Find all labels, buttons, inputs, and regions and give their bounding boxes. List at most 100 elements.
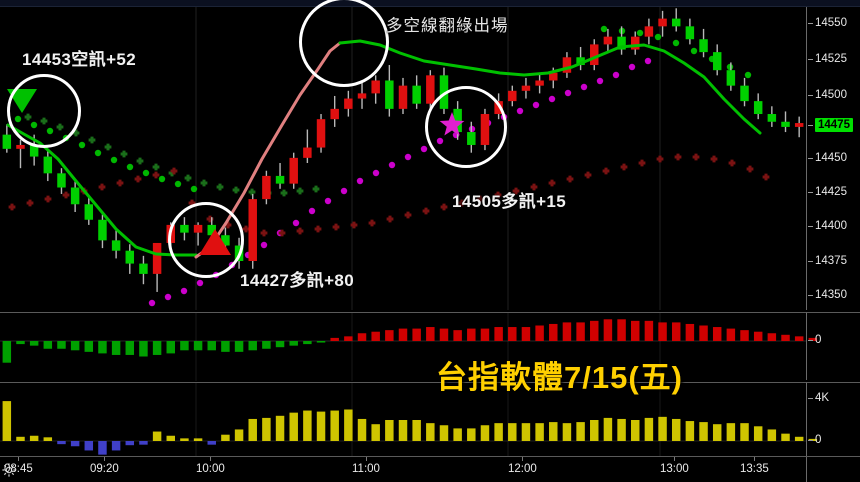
candle xyxy=(371,80,380,94)
time-tick-mark xyxy=(18,457,19,461)
circle-long-entry xyxy=(168,202,244,278)
volume-bar xyxy=(139,441,148,445)
macd-bar xyxy=(234,341,244,352)
volume-bar xyxy=(535,423,544,441)
macd-bar xyxy=(84,341,94,352)
time-tick-mark xyxy=(104,457,105,461)
macd-bar xyxy=(644,320,654,341)
volume-bar xyxy=(385,420,394,441)
macd-bar xyxy=(535,325,544,341)
macd-axis: 0 xyxy=(806,312,860,380)
volume-bar xyxy=(753,426,763,441)
macd-bar xyxy=(180,341,189,351)
macd-histogram-svg xyxy=(0,313,818,381)
volume-bar xyxy=(180,438,189,441)
volume-bar xyxy=(166,435,175,441)
macd-bar xyxy=(439,328,449,341)
volume-panel[interactable] xyxy=(0,382,818,457)
candle xyxy=(603,36,613,45)
candle xyxy=(98,219,107,241)
candle xyxy=(631,36,640,50)
candle xyxy=(43,156,53,174)
candle xyxy=(330,108,339,120)
overlay-ma-slow-bear2 xyxy=(338,39,762,135)
candle xyxy=(262,175,271,200)
macd-bar xyxy=(794,336,804,341)
volume-bar xyxy=(412,420,421,441)
candle xyxy=(712,52,722,71)
volume-bar xyxy=(808,438,818,441)
volume-bar xyxy=(767,429,777,441)
macd-panel[interactable] xyxy=(0,312,818,381)
macd-bar xyxy=(508,327,517,341)
axis-tick-label: 14375 xyxy=(808,255,847,267)
time-tick-label: 12:00 xyxy=(508,463,537,475)
candle xyxy=(16,144,25,149)
macd-bar xyxy=(316,341,326,343)
volume-bar xyxy=(43,437,53,441)
volume-bar xyxy=(549,422,558,441)
macd-bar xyxy=(699,325,708,341)
candle xyxy=(57,173,66,188)
time-tick-label: 13:00 xyxy=(660,463,689,475)
volume-bar xyxy=(494,423,503,441)
annotation-long-signal-2: 14505多訊+15 xyxy=(452,192,567,211)
candle xyxy=(644,26,654,37)
time-axis[interactable]: 08:45 09:20 10:00 11:00 12:00 13:00 13:35 xyxy=(0,456,860,482)
macd-bar xyxy=(125,341,135,355)
volume-bar xyxy=(699,422,708,441)
volume-bar xyxy=(57,441,66,445)
candle xyxy=(385,80,394,109)
macd-bar xyxy=(357,333,367,341)
macd-bar xyxy=(344,336,353,341)
time-tick-label: 13:35 xyxy=(740,463,769,475)
candle xyxy=(70,187,80,205)
volume-bar xyxy=(344,409,353,441)
circle-long-star xyxy=(425,86,507,168)
volume-bar xyxy=(426,423,435,441)
annotation-long-signal-1: 14427多訊+80 xyxy=(240,271,355,290)
volume-bar xyxy=(740,423,749,441)
time-tick-label: 10:00 xyxy=(196,463,225,475)
candle xyxy=(685,26,695,40)
price-axis[interactable]: 14550 14525 14500 14475 14450 14425 14400 14375… xyxy=(806,7,860,310)
axis-tick-label: 14475 xyxy=(808,118,853,132)
macd-bar xyxy=(111,341,121,355)
watermark-text: 台指軟體7/15(五) xyxy=(436,360,683,395)
annotation-exit-signal: 多空線翻綠出場 xyxy=(386,17,509,35)
axis-tick-label: 14425 xyxy=(808,186,847,198)
volume-bar xyxy=(70,441,80,447)
gear-icon[interactable] xyxy=(0,461,18,479)
macd-bar xyxy=(193,341,203,351)
axis-tick-label: 4K xyxy=(808,392,829,404)
candle xyxy=(671,18,681,27)
macd-bar xyxy=(29,341,39,346)
volume-bar xyxy=(275,415,285,441)
volume-bar xyxy=(590,420,599,441)
axis-tick-label: 14350 xyxy=(808,289,847,301)
volume-bar xyxy=(685,421,695,441)
macd-bar xyxy=(98,341,107,354)
macd-bar xyxy=(590,320,599,341)
time-tick-mark xyxy=(674,457,675,461)
volume-bar xyxy=(712,424,722,441)
volume-bar xyxy=(289,412,298,441)
macd-bar xyxy=(221,341,230,352)
volume-bar xyxy=(576,422,585,441)
volume-bar xyxy=(726,423,736,441)
macd-bar xyxy=(139,341,148,357)
candle xyxy=(357,93,367,99)
macd-bar xyxy=(576,322,585,341)
volume-bar xyxy=(439,425,449,441)
volume-bar xyxy=(480,425,490,441)
macd-bar xyxy=(494,327,503,341)
macd-bar xyxy=(385,330,394,341)
volume-bar xyxy=(398,420,408,441)
candle xyxy=(344,98,353,109)
macd-bar xyxy=(603,319,613,341)
volume-bar xyxy=(207,441,216,445)
candle xyxy=(658,18,667,27)
time-tick-label: 11:00 xyxy=(352,463,380,475)
macd-bar xyxy=(152,341,162,355)
